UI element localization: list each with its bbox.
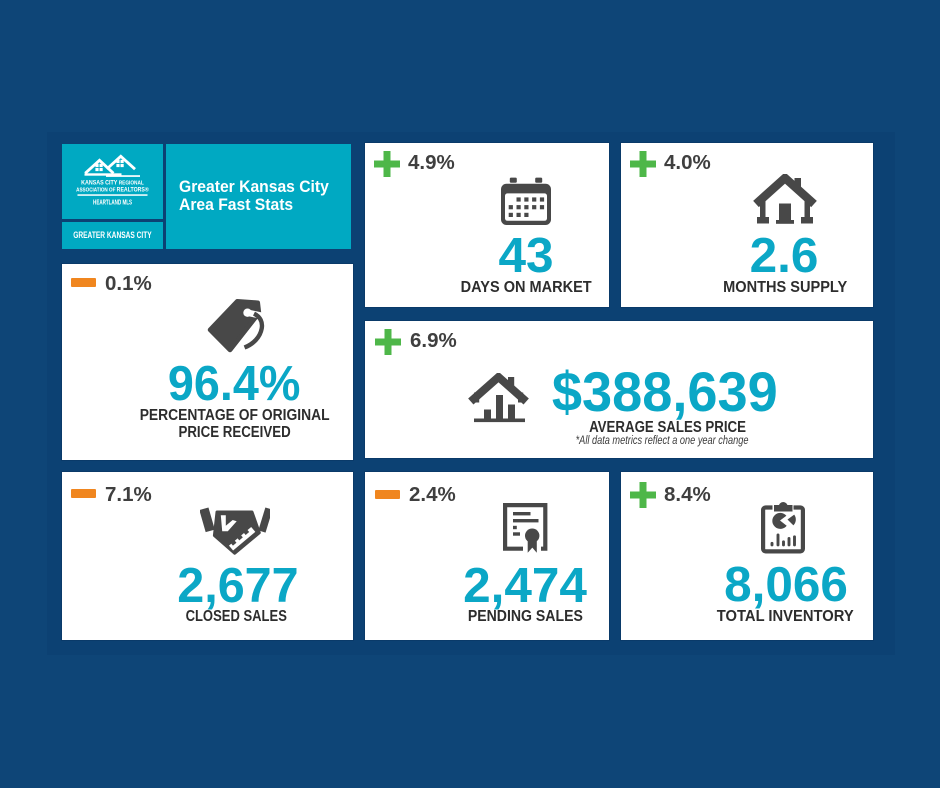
svg-text:ASSOCIATION OF REALTORS®: ASSOCIATION OF REALTORS® [76,186,149,194]
svg-text:GREATER KANSAS CITY: GREATER KANSAS CITY [73,230,152,240]
svg-text:HEARTLAND MLS: HEARTLAND MLS [93,200,132,207]
svg-text:KANSAS CITY REGIONAL: KANSAS CITY REGIONAL [81,180,144,186]
